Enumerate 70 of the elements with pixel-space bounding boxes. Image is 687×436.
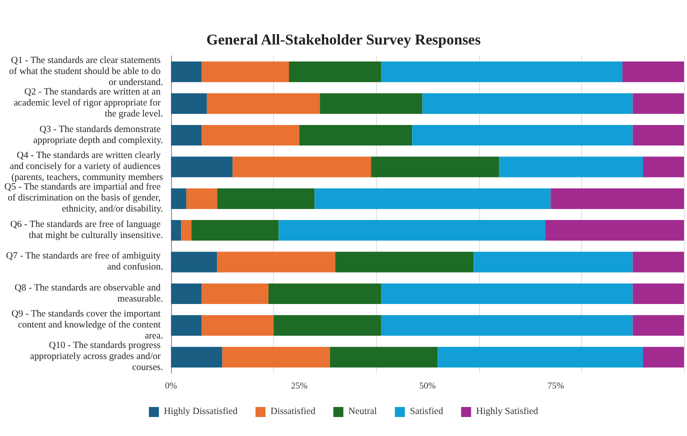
y-tick-label: Q10 - The standards progress appropriately across grades and/or courses. bbox=[30, 341, 163, 374]
bar bbox=[181, 220, 192, 241]
bar bbox=[171, 188, 186, 209]
y-tick-label: Q3 - The standards demonstrate appropriate depth and complexity. bbox=[33, 124, 163, 146]
x-tick-label: 50% bbox=[419, 380, 436, 390]
bar bbox=[412, 124, 633, 146]
bar bbox=[206, 93, 320, 114]
bar bbox=[222, 346, 330, 368]
legend-label: Neutral bbox=[348, 407, 378, 417]
bar bbox=[474, 252, 633, 272]
bar bbox=[632, 124, 684, 146]
y-tick-label: Q5 - The standards are impartial and free of discrimination on the basis of gender, ethnicity, and/or disability. bbox=[4, 182, 163, 215]
bar bbox=[320, 93, 422, 114]
bar bbox=[186, 188, 218, 209]
y-tick-label: Q8 - The standards are observable and measurable. bbox=[14, 283, 163, 304]
bar bbox=[550, 188, 684, 209]
bar bbox=[171, 156, 233, 178]
bar bbox=[381, 283, 633, 304]
bar bbox=[642, 346, 684, 368]
bar bbox=[381, 62, 622, 82]
legend-label: Highly Dissatisfied bbox=[164, 407, 238, 417]
bar bbox=[545, 220, 684, 241]
y-tick-label: Q4 - The standards are written clearly and concisely for a variety of audiences (parents, teachers, community members bbox=[10, 150, 164, 183]
bar bbox=[335, 252, 474, 272]
y-tick-label: Q1 - The standards are clear statements of what the student should be able to do or understand. bbox=[9, 56, 163, 88]
bar bbox=[371, 156, 500, 178]
bar bbox=[171, 93, 207, 114]
bar bbox=[381, 315, 633, 336]
bar bbox=[192, 220, 279, 241]
legend-label: Satisfied bbox=[410, 407, 444, 417]
y-tick-label: Q9 - The standards cover the important content and knowledge of the content area. bbox=[11, 309, 163, 342]
bar bbox=[217, 188, 315, 209]
bar bbox=[202, 124, 300, 146]
bar bbox=[632, 252, 684, 272]
y-tick-label: Q7 - The standards are free of ambiguity and confusion. bbox=[6, 252, 163, 273]
x-tick-label: 25% bbox=[291, 380, 308, 390]
legend-label: Dissatisfied bbox=[270, 407, 316, 417]
bar bbox=[171, 252, 218, 272]
bar bbox=[278, 220, 546, 241]
bar bbox=[438, 346, 643, 368]
bar bbox=[288, 62, 382, 82]
bar bbox=[171, 220, 182, 241]
bar bbox=[632, 93, 684, 114]
bar bbox=[232, 156, 372, 178]
bar bbox=[171, 283, 202, 304]
bar bbox=[330, 346, 438, 368]
bar bbox=[171, 346, 222, 368]
x-tick-label: 0% bbox=[165, 380, 178, 390]
bar bbox=[202, 315, 274, 336]
bar bbox=[299, 124, 412, 146]
bar bbox=[642, 156, 684, 178]
chart-title: General All-Stakeholder Survey Responses bbox=[206, 32, 481, 48]
legend-label: Highly Satisfied bbox=[476, 407, 538, 417]
x-tick-label: 75% bbox=[548, 380, 564, 390]
bar bbox=[268, 283, 382, 304]
bar bbox=[499, 156, 643, 178]
bar bbox=[217, 252, 336, 272]
bar bbox=[632, 283, 684, 304]
bar bbox=[171, 124, 202, 146]
y-tick-label: Q2 - The standards are written at an academic level of rigor appropriate for the grade level. bbox=[14, 88, 163, 120]
bar bbox=[171, 315, 202, 336]
bar bbox=[314, 188, 551, 209]
bar bbox=[274, 315, 382, 336]
bar bbox=[171, 62, 202, 82]
bar bbox=[422, 93, 633, 114]
bar bbox=[622, 62, 684, 82]
y-tick-label: Q6 - The standards are free of language that might be culturally insensitive. bbox=[10, 220, 163, 241]
bar bbox=[202, 62, 289, 82]
bar bbox=[202, 283, 268, 304]
bar bbox=[632, 315, 684, 336]
